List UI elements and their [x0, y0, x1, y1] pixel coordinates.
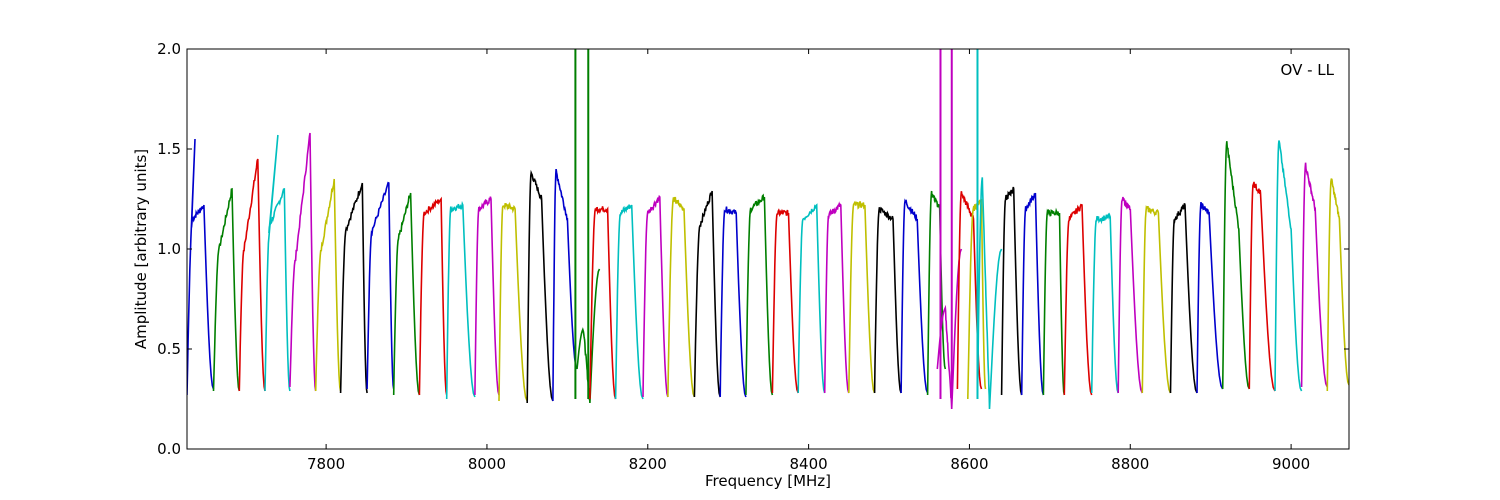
series-line [1275, 141, 1302, 392]
series-line [1022, 193, 1044, 395]
y-tick-label: 0.0 [157, 440, 181, 458]
x-tick-label: 8400 [790, 455, 828, 473]
series-line [1197, 202, 1223, 393]
series-line [668, 197, 695, 397]
x-tick-label: 8000 [468, 455, 506, 473]
series-line [849, 202, 875, 393]
series-line [616, 205, 643, 399]
series-line [553, 169, 577, 401]
series-line [316, 179, 341, 391]
series-line [527, 173, 553, 403]
plot-frame [187, 49, 1349, 449]
series-line [1092, 215, 1119, 393]
series-line [1302, 163, 1328, 387]
series-line [643, 197, 668, 398]
series-line [1064, 205, 1091, 395]
x-tick-label: 7800 [307, 455, 345, 473]
y-tick-label: 1.5 [157, 140, 181, 158]
y-tick-label: 1.0 [157, 240, 181, 258]
series-line [290, 133, 316, 391]
panel-annotation: OV - LL [1281, 61, 1335, 79]
series-line [1327, 179, 1349, 391]
series-line [825, 204, 849, 393]
series-line [798, 205, 825, 393]
series-line [875, 207, 902, 393]
y-axis-label: Amplitude [arbitrary units] [132, 149, 150, 349]
series-line [1223, 141, 1250, 389]
x-tick-label: 8600 [950, 455, 988, 473]
series-line [187, 139, 214, 395]
series-line [694, 191, 720, 397]
series-line [1142, 207, 1170, 393]
series-line [1002, 187, 1022, 395]
series-line [1118, 197, 1142, 393]
x-tick-label: 8800 [1111, 455, 1149, 473]
series-line [746, 195, 773, 395]
x-tick-label: 8200 [629, 455, 667, 473]
series-line [772, 210, 798, 393]
series-line [214, 189, 240, 391]
y-tick-label: 2.0 [157, 40, 181, 58]
series-line [1171, 203, 1198, 393]
series-line [265, 135, 290, 391]
series-line [419, 199, 446, 395]
series-line [475, 197, 499, 395]
series-line [1043, 210, 1064, 395]
series-line [720, 207, 746, 397]
series-line [901, 201, 928, 393]
x-tick-label: 9000 [1272, 455, 1310, 473]
series-line [928, 191, 946, 395]
series-line [499, 203, 527, 401]
x-axis-label: Frequency [MHz] [705, 472, 831, 490]
series-line [239, 159, 265, 391]
series-line [1249, 182, 1275, 391]
series-line [367, 183, 394, 389]
series-line [447, 204, 475, 399]
plot-lines [187, 49, 1349, 409]
y-tick-label: 0.5 [157, 340, 181, 358]
series-line [978, 177, 1002, 409]
series-line [341, 183, 368, 393]
series-line [394, 193, 420, 395]
series-line [590, 206, 616, 399]
